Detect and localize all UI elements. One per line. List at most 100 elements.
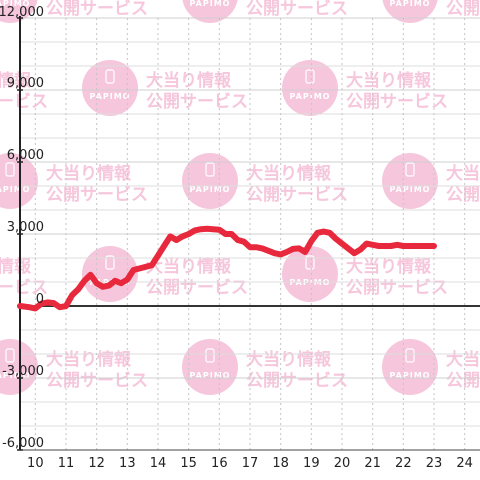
y-tick-label: 6,000 xyxy=(7,148,44,163)
watermark-brand: PAPIMO xyxy=(390,185,431,194)
y-tick-label: 3,000 xyxy=(7,220,44,235)
y-tick-label: 0 xyxy=(36,292,44,307)
watermark-line-1: 大当り情報 xyxy=(46,349,132,370)
y-tick-label: 9,000 xyxy=(7,76,44,91)
phone-icon xyxy=(305,255,315,270)
x-tick-label: 22 xyxy=(395,456,412,471)
watermark-logo-circle xyxy=(282,246,338,302)
phone-icon xyxy=(405,348,415,363)
watermark-line-1: 大当り情報 xyxy=(146,256,232,277)
watermark-line-1: 大当り情報 xyxy=(0,70,32,91)
watermark-logo-circle xyxy=(382,339,438,395)
x-tick-label: 18 xyxy=(272,456,289,471)
watermark-line-1: 大当り情報 xyxy=(246,349,332,370)
watermark-logo-circle xyxy=(82,246,138,302)
phone-icon xyxy=(105,69,115,84)
x-tick-label: 10 xyxy=(27,456,44,471)
y-tick-label: -6,000 xyxy=(2,436,44,451)
watermark-brand: PAPIMO xyxy=(0,185,30,194)
watermark-brand: PAPIMO xyxy=(190,0,231,8)
watermark-line-2: 公開サービス xyxy=(346,278,448,298)
watermark-line-1: 大当り情報 xyxy=(346,70,432,91)
watermark-brand: PAPIMO xyxy=(190,185,231,194)
watermark-brand: PAPIMO xyxy=(390,0,431,8)
axes xyxy=(17,16,480,451)
phone-icon xyxy=(5,348,15,363)
phone-icon xyxy=(305,69,315,84)
watermark-line-2: 公開サービス xyxy=(446,371,480,391)
x-tick-label: 12 xyxy=(88,456,105,471)
watermark-logo-circle xyxy=(382,0,438,23)
watermark-line-2: 公開サービス xyxy=(46,0,148,19)
x-tick-label: 19 xyxy=(303,456,320,471)
grid-lines xyxy=(20,17,480,451)
watermark-line-1: 大当り情報 xyxy=(46,163,132,184)
watermark-logo-circle xyxy=(182,153,238,209)
x-tick-label: 23 xyxy=(426,456,443,471)
watermark-line-2: 公開サービス xyxy=(46,371,148,391)
x-tick-label: 17 xyxy=(242,456,259,471)
x-tick-label: 11 xyxy=(58,456,75,471)
tick-labels: -6,000 -3,000 0 3,000 6,000 9,000 12,000 10 11 12… xyxy=(0,5,473,471)
watermark-brand: PAPIMO xyxy=(90,92,131,101)
watermark-brand: PAPIMO xyxy=(290,92,331,101)
phone-icon xyxy=(105,255,115,270)
watermark-layer: PAPIMO大当り情報公開サービスPAPIMO大当り情報公開サービスPAPIMO… xyxy=(0,0,480,395)
watermark-line-2: 公開サービス xyxy=(346,92,448,112)
watermark-line-2: 公開サービス xyxy=(0,92,48,112)
watermark-brand: PAPIMO xyxy=(0,371,30,380)
watermark-line-2: 公開サービス xyxy=(146,278,248,298)
watermark-line-1: 大当り情報 xyxy=(446,163,480,184)
watermark-line-1: 大当り情報 xyxy=(0,256,32,277)
watermark-logo-circle xyxy=(282,60,338,116)
watermark-line-1: 大当り情報 xyxy=(346,256,432,277)
watermark-logo-circle xyxy=(0,339,38,395)
watermark-logo-circle xyxy=(0,153,38,209)
watermark-line-2: 公開サービス xyxy=(0,278,48,298)
phone-icon xyxy=(405,162,415,177)
series-line xyxy=(17,225,437,312)
watermark-line-1: 大当り情報 xyxy=(246,163,332,184)
x-tick-label: 21 xyxy=(364,456,381,471)
phone-icon xyxy=(5,162,15,177)
series-layer xyxy=(17,225,437,312)
watermark-line-2: 公開サービス xyxy=(446,0,480,19)
watermark-brand: PAPIMO xyxy=(390,371,431,380)
phone-icon xyxy=(205,348,215,363)
x-tick-label: 16 xyxy=(211,456,228,471)
watermark-logo-circle xyxy=(182,0,238,23)
x-tick-label: 20 xyxy=(334,456,351,471)
watermark-line-2: 公開サービス xyxy=(446,185,480,205)
watermark-line-2: 公開サービス xyxy=(246,371,348,391)
watermark-logo-circle xyxy=(82,60,138,116)
phone-icon xyxy=(205,162,215,177)
watermark-logo-circle xyxy=(382,153,438,209)
x-tick-label: 24 xyxy=(456,456,473,471)
watermark-logo-circle xyxy=(0,0,38,23)
x-tick-label: 15 xyxy=(180,456,197,471)
y-tick-label: 12,000 xyxy=(0,5,44,20)
watermark-line-2: 公開サービス xyxy=(246,185,348,205)
watermark-line-2: 公開サービス xyxy=(146,92,248,112)
watermark-line-1: 大当り情報 xyxy=(146,70,232,91)
watermark-line-2: 公開サービス xyxy=(246,0,348,19)
watermark-brand: PAPIMO xyxy=(0,0,30,8)
watermark-brand: PAPIMO xyxy=(190,371,231,380)
watermark-line-1: 大当り情報 xyxy=(446,349,480,370)
y-tick-label: -3,000 xyxy=(2,364,44,379)
x-tick-label: 13 xyxy=(119,456,136,471)
